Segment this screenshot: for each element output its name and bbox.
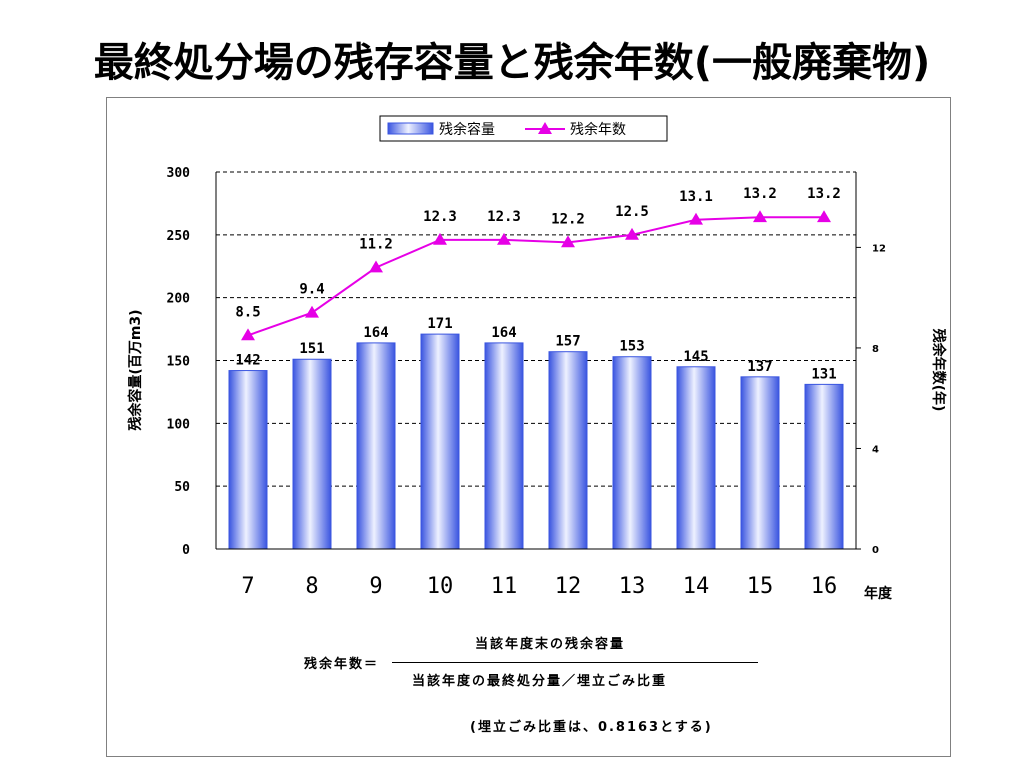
bar (740, 376, 780, 550)
y-left-axis-title: 残余容量(百万m3) (127, 309, 144, 430)
bar (484, 342, 524, 550)
chart-legend: 残余容量 残余年数 (379, 115, 668, 142)
x-tick-label: 10 (427, 574, 454, 599)
y-right-tick-label: 12 (872, 243, 886, 254)
y-left-tick-label: 0 (182, 543, 190, 558)
y-left-tick-label: 100 (167, 417, 191, 432)
line-marker (561, 235, 575, 248)
line-marker (369, 260, 383, 273)
bar-series (228, 333, 844, 550)
y-left-tick-label: 150 (167, 355, 191, 370)
bar-value-label: 131 (811, 366, 836, 382)
x-tick-label: 8 (305, 574, 318, 599)
line-marker (241, 328, 255, 341)
legend-line-marker (538, 122, 552, 134)
bar-value-label: 151 (299, 341, 324, 357)
footnote: (埋立ごみ比重は、0.8163とする) (470, 720, 713, 735)
formula-fraction-bar (392, 662, 758, 663)
line-value-label: 12.5 (615, 204, 649, 220)
page-title: 最終処分場の残存容量と残余年数(一般廃棄物) (93, 40, 931, 86)
x-tick-label: 9 (369, 574, 382, 599)
bar (612, 356, 652, 550)
x-tick-label: 13 (619, 574, 646, 599)
line-marker (625, 227, 639, 240)
bar-value-label: 164 (363, 325, 388, 341)
legend-line-label: 残余年数 (570, 121, 626, 138)
formula-lhs: 残余年数＝ (304, 657, 380, 672)
formula-denominator: 当該年度の最終処分量／埋立ごみ比重 (412, 674, 668, 689)
line-marker (689, 212, 703, 225)
y-right-axis-title: 残余年数(年) (930, 329, 947, 412)
line-value-label: 12.3 (487, 209, 521, 225)
bar-value-label: 145 (683, 349, 708, 365)
line-value-label: 8.5 (235, 304, 260, 320)
line-marker (433, 232, 447, 245)
bar (804, 383, 844, 550)
y-right-tick-label: 4 (872, 444, 879, 455)
x-axis-unit: 年度 (864, 585, 893, 602)
x-tick-label: 15 (747, 574, 774, 599)
line-series (241, 210, 831, 341)
bar-value-label: 137 (747, 359, 772, 375)
y-left-tick-label: 50 (174, 480, 190, 495)
formula-numerator: 当該年度末の残余容量 (475, 637, 626, 652)
bar (292, 358, 332, 550)
bar-value-label: 164 (491, 325, 516, 341)
bar (548, 351, 588, 550)
bar (676, 366, 716, 550)
line-value-label: 9.4 (299, 282, 324, 298)
bar (356, 342, 396, 550)
legend-bar-label: 残余容量 (439, 121, 495, 138)
y-right-tick-label: 0 (872, 545, 879, 556)
bar-value-label: 157 (555, 334, 580, 350)
line-value-label: 13.1 (679, 189, 713, 205)
bar-value-label: 153 (619, 339, 644, 355)
line-value-label: 11.2 (359, 237, 393, 253)
line-path (247, 216, 824, 337)
line-marker (753, 210, 767, 223)
line-marker (497, 232, 511, 245)
line-value-label: 12.2 (551, 211, 585, 227)
line-value-label: 13.2 (743, 186, 777, 202)
line-marker (817, 210, 831, 223)
y-right-tick-label: 8 (872, 344, 879, 355)
bar (420, 333, 460, 550)
x-tick-label: 14 (683, 574, 710, 599)
y-left-tick-label: 200 (167, 292, 191, 307)
y-left-tick-label: 250 (167, 229, 191, 244)
bar (228, 370, 268, 550)
y-left-tick-label: 300 (167, 166, 191, 181)
chart-labels: 142 151 164 171 164 157 153 145 137 131 8.5 9.4 11.2… (235, 186, 841, 382)
x-tick-label: 11 (491, 574, 518, 599)
x-tick-label: 12 (555, 574, 582, 599)
legend-bar-swatch (387, 122, 434, 135)
x-tick-label: 7 (241, 574, 254, 599)
x-tick-label: 16 (811, 574, 838, 599)
bar-value-label: 142 (235, 353, 260, 369)
chart-axes: 0 50 100 150 200 250 300 0 4 8 12 7 8 9 10 11 12 13 14 15 16… (127, 166, 947, 602)
line-value-label: 12.3 (423, 209, 457, 225)
line-value-label: 13.2 (807, 186, 841, 202)
bar-value-label: 171 (427, 316, 452, 332)
line-marker (305, 305, 319, 318)
